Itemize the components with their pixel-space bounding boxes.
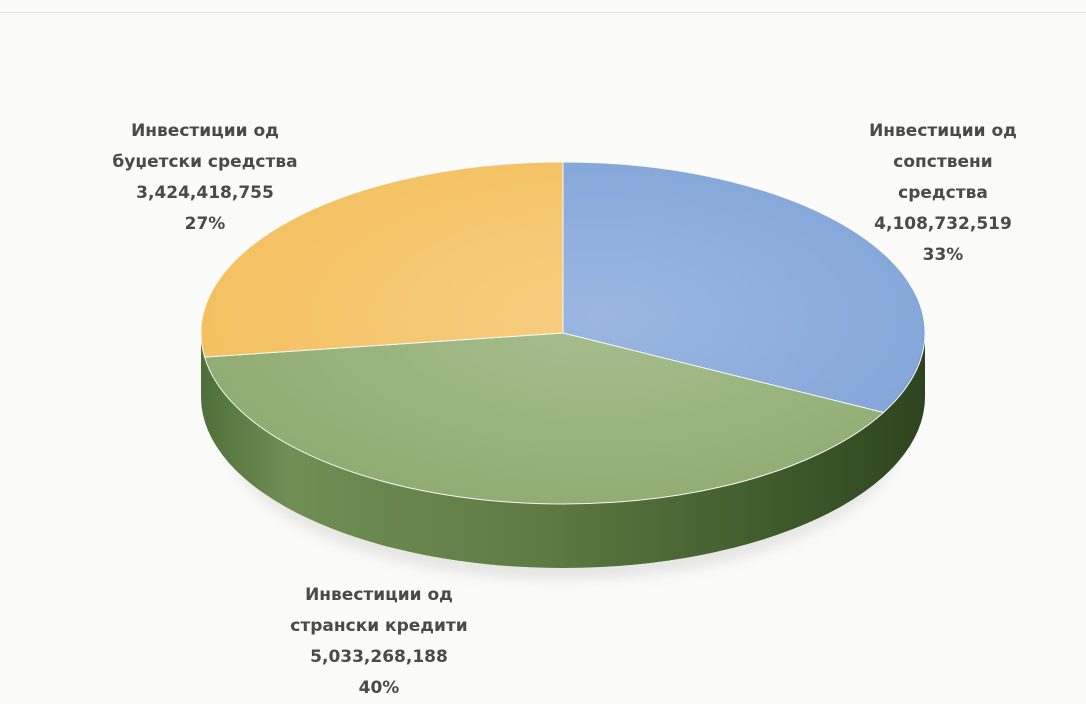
slice-label-budget-funds: Инвестиции од буџетски средства 3,424,41…: [92, 116, 318, 240]
slice-percent-budget-funds: 27%: [184, 214, 226, 234]
slice-value-foreign-credits: 5,033,268,188: [310, 647, 448, 667]
slice-label-foreign-credits: Инвестиции од странски кредити 5,033,268…: [264, 580, 494, 704]
slice-percent-foreign-credits: 40%: [358, 678, 400, 698]
slice-label-own-funds-line-2: сопствени: [893, 152, 993, 172]
pie-side-wall: [201, 333, 925, 568]
slice-label-foreign-credits-line-1: Инвестиции од: [305, 585, 453, 605]
top-border-line: [0, 12, 1086, 13]
pie-side-walls: [201, 333, 925, 568]
slice-label-foreign-credits-line-2: странски кредити: [290, 616, 468, 636]
slice-label-budget-funds-line-1: Инвестиции од: [131, 121, 279, 141]
slice-label-budget-funds-line-2: буџетски средства: [112, 152, 298, 172]
slice-value-budget-funds: 3,424,418,755: [136, 183, 274, 203]
slice-label-own-funds-line-1: Инвестиции од: [869, 121, 1017, 141]
slice-percent-own-funds: 33%: [922, 245, 964, 265]
slice-label-own-funds-line-3: средства: [898, 183, 988, 203]
pie-gloss: [203, 163, 923, 503]
slice-value-own-funds: 4,108,732,519: [874, 214, 1012, 234]
slice-label-own-funds: Инвестиции од сопствени средства 4,108,7…: [848, 116, 1038, 271]
